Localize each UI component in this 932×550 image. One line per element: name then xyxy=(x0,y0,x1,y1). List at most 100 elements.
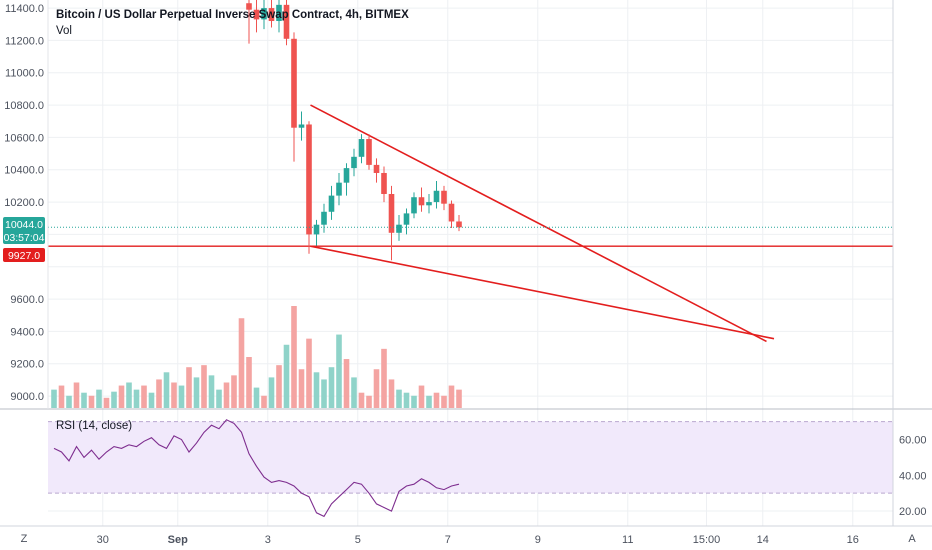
time-tick-label: 9 xyxy=(535,534,541,546)
time-tick-label: 30 xyxy=(97,534,109,546)
timezone-z-icon[interactable]: Z xyxy=(21,533,28,545)
volume-bar xyxy=(381,348,387,408)
rsi-label: RSI (14, close) xyxy=(56,420,132,432)
volume-bar xyxy=(366,395,372,408)
candle-body xyxy=(321,211,327,225)
volume-bar xyxy=(66,395,72,408)
volume-bar xyxy=(231,375,237,408)
candle-body xyxy=(261,8,267,20)
candle-body xyxy=(433,190,440,203)
time-tick-label: 5 xyxy=(355,534,361,546)
candle-body xyxy=(396,224,402,233)
price-tick-label: 10600.0 xyxy=(4,132,44,144)
candle-body xyxy=(403,213,410,225)
volume-bar xyxy=(88,395,95,408)
price-tick-label: 11400.0 xyxy=(5,3,44,15)
volume-bar xyxy=(201,365,207,408)
rsi-tick-label: 60.00 xyxy=(899,434,927,446)
candle-body xyxy=(456,221,462,228)
rsi-band-lines xyxy=(48,421,893,494)
volume-bar xyxy=(336,334,342,408)
candle-body xyxy=(388,193,395,233)
volume-bar xyxy=(186,367,192,408)
volume-bar xyxy=(433,392,440,408)
rsi-band xyxy=(48,421,893,494)
rsi-tick-label: 40.00 xyxy=(899,470,927,482)
level-price-tag: 9927.0 xyxy=(3,248,45,262)
time-tick-label: 16 xyxy=(847,534,859,546)
price-tick-label: 11200.0 xyxy=(5,35,44,47)
volume-bar xyxy=(411,395,417,408)
volume-bar xyxy=(313,372,320,408)
volume-bar xyxy=(156,379,162,408)
level-price-value: 9927.0 xyxy=(8,250,40,262)
auto-scale-a-icon[interactable]: A xyxy=(908,533,916,545)
volume-bar xyxy=(208,375,215,408)
volume-bar xyxy=(58,385,65,408)
candle-body xyxy=(291,38,297,128)
candle-body xyxy=(283,4,290,39)
candle-body xyxy=(253,9,260,20)
volume-bar xyxy=(133,389,140,408)
price-tick-label: 10200.0 xyxy=(4,197,44,209)
volume-bar xyxy=(351,377,357,408)
volume-bar xyxy=(118,385,125,408)
candle-body xyxy=(358,139,365,157)
candle-body xyxy=(448,203,455,222)
chart-title: Bitcoin / US Dollar Perpetual Inverse Sw… xyxy=(56,9,409,21)
candle-body xyxy=(306,124,312,235)
trendlines[interactable] xyxy=(310,104,775,343)
volume-bar xyxy=(111,391,117,408)
candle-body xyxy=(366,139,372,165)
volume-bar xyxy=(223,382,230,408)
price-tick-label: 9200.0 xyxy=(10,359,44,371)
volume-bar xyxy=(306,338,312,408)
volume-bar xyxy=(238,318,245,408)
volume-bar xyxy=(171,382,177,408)
volume-bar xyxy=(246,357,252,408)
time-axis[interactable]: 30 Sep 3 5 7 9 11 15:00 14 16 xyxy=(97,534,859,546)
time-tick-label: 3 xyxy=(265,534,271,546)
time-tick-label: 14 xyxy=(757,534,769,546)
volume-bar xyxy=(261,395,267,408)
time-tick-label: 7 xyxy=(445,534,451,546)
candle-body xyxy=(313,224,320,235)
last-price-value: 10044.0 xyxy=(5,219,43,231)
rsi-tick-label: 20.00 xyxy=(899,506,927,518)
volume-label: Vol xyxy=(56,25,72,37)
trendline xyxy=(310,245,775,340)
candle-body xyxy=(328,195,335,212)
volume-bar xyxy=(81,392,87,408)
volume-bar xyxy=(253,387,260,408)
bar-countdown: 03:57:04 xyxy=(4,232,45,244)
volume-bar xyxy=(291,306,297,408)
rsi-axis[interactable]: 60.00 40.00 20.00 xyxy=(899,434,927,518)
time-tick-label: 15:00 xyxy=(693,534,721,546)
candle-body xyxy=(298,124,305,128)
price-tick-label: 9400.0 xyxy=(10,326,44,338)
volume-bar xyxy=(103,397,110,408)
volume-bar xyxy=(448,385,455,408)
volume-bar xyxy=(441,395,447,408)
volume-bar xyxy=(343,359,350,408)
volume-bar xyxy=(358,392,365,408)
volume-bar xyxy=(148,392,155,408)
candle-body xyxy=(246,3,252,10)
candles xyxy=(246,0,462,261)
volume-bar xyxy=(373,369,380,408)
volume-bar xyxy=(163,372,170,408)
rsi-line xyxy=(53,419,460,518)
volume-bar xyxy=(276,365,282,408)
volume-bar xyxy=(418,385,425,408)
volume-bar xyxy=(96,389,102,408)
price-tick-label: 9000.0 xyxy=(10,391,44,403)
time-tick-label: Sep xyxy=(168,534,188,546)
svg-text:A: A xyxy=(908,533,916,545)
volume-bar xyxy=(178,385,185,408)
volume-bar xyxy=(328,367,335,408)
price-axis[interactable]: 9000.0 9200.0 9400.0 9600.0 10200.0 10400.0 10… xyxy=(4,3,44,403)
svg-text:Z: Z xyxy=(21,533,28,545)
volume-bar xyxy=(396,389,402,408)
candle-body xyxy=(268,8,275,22)
